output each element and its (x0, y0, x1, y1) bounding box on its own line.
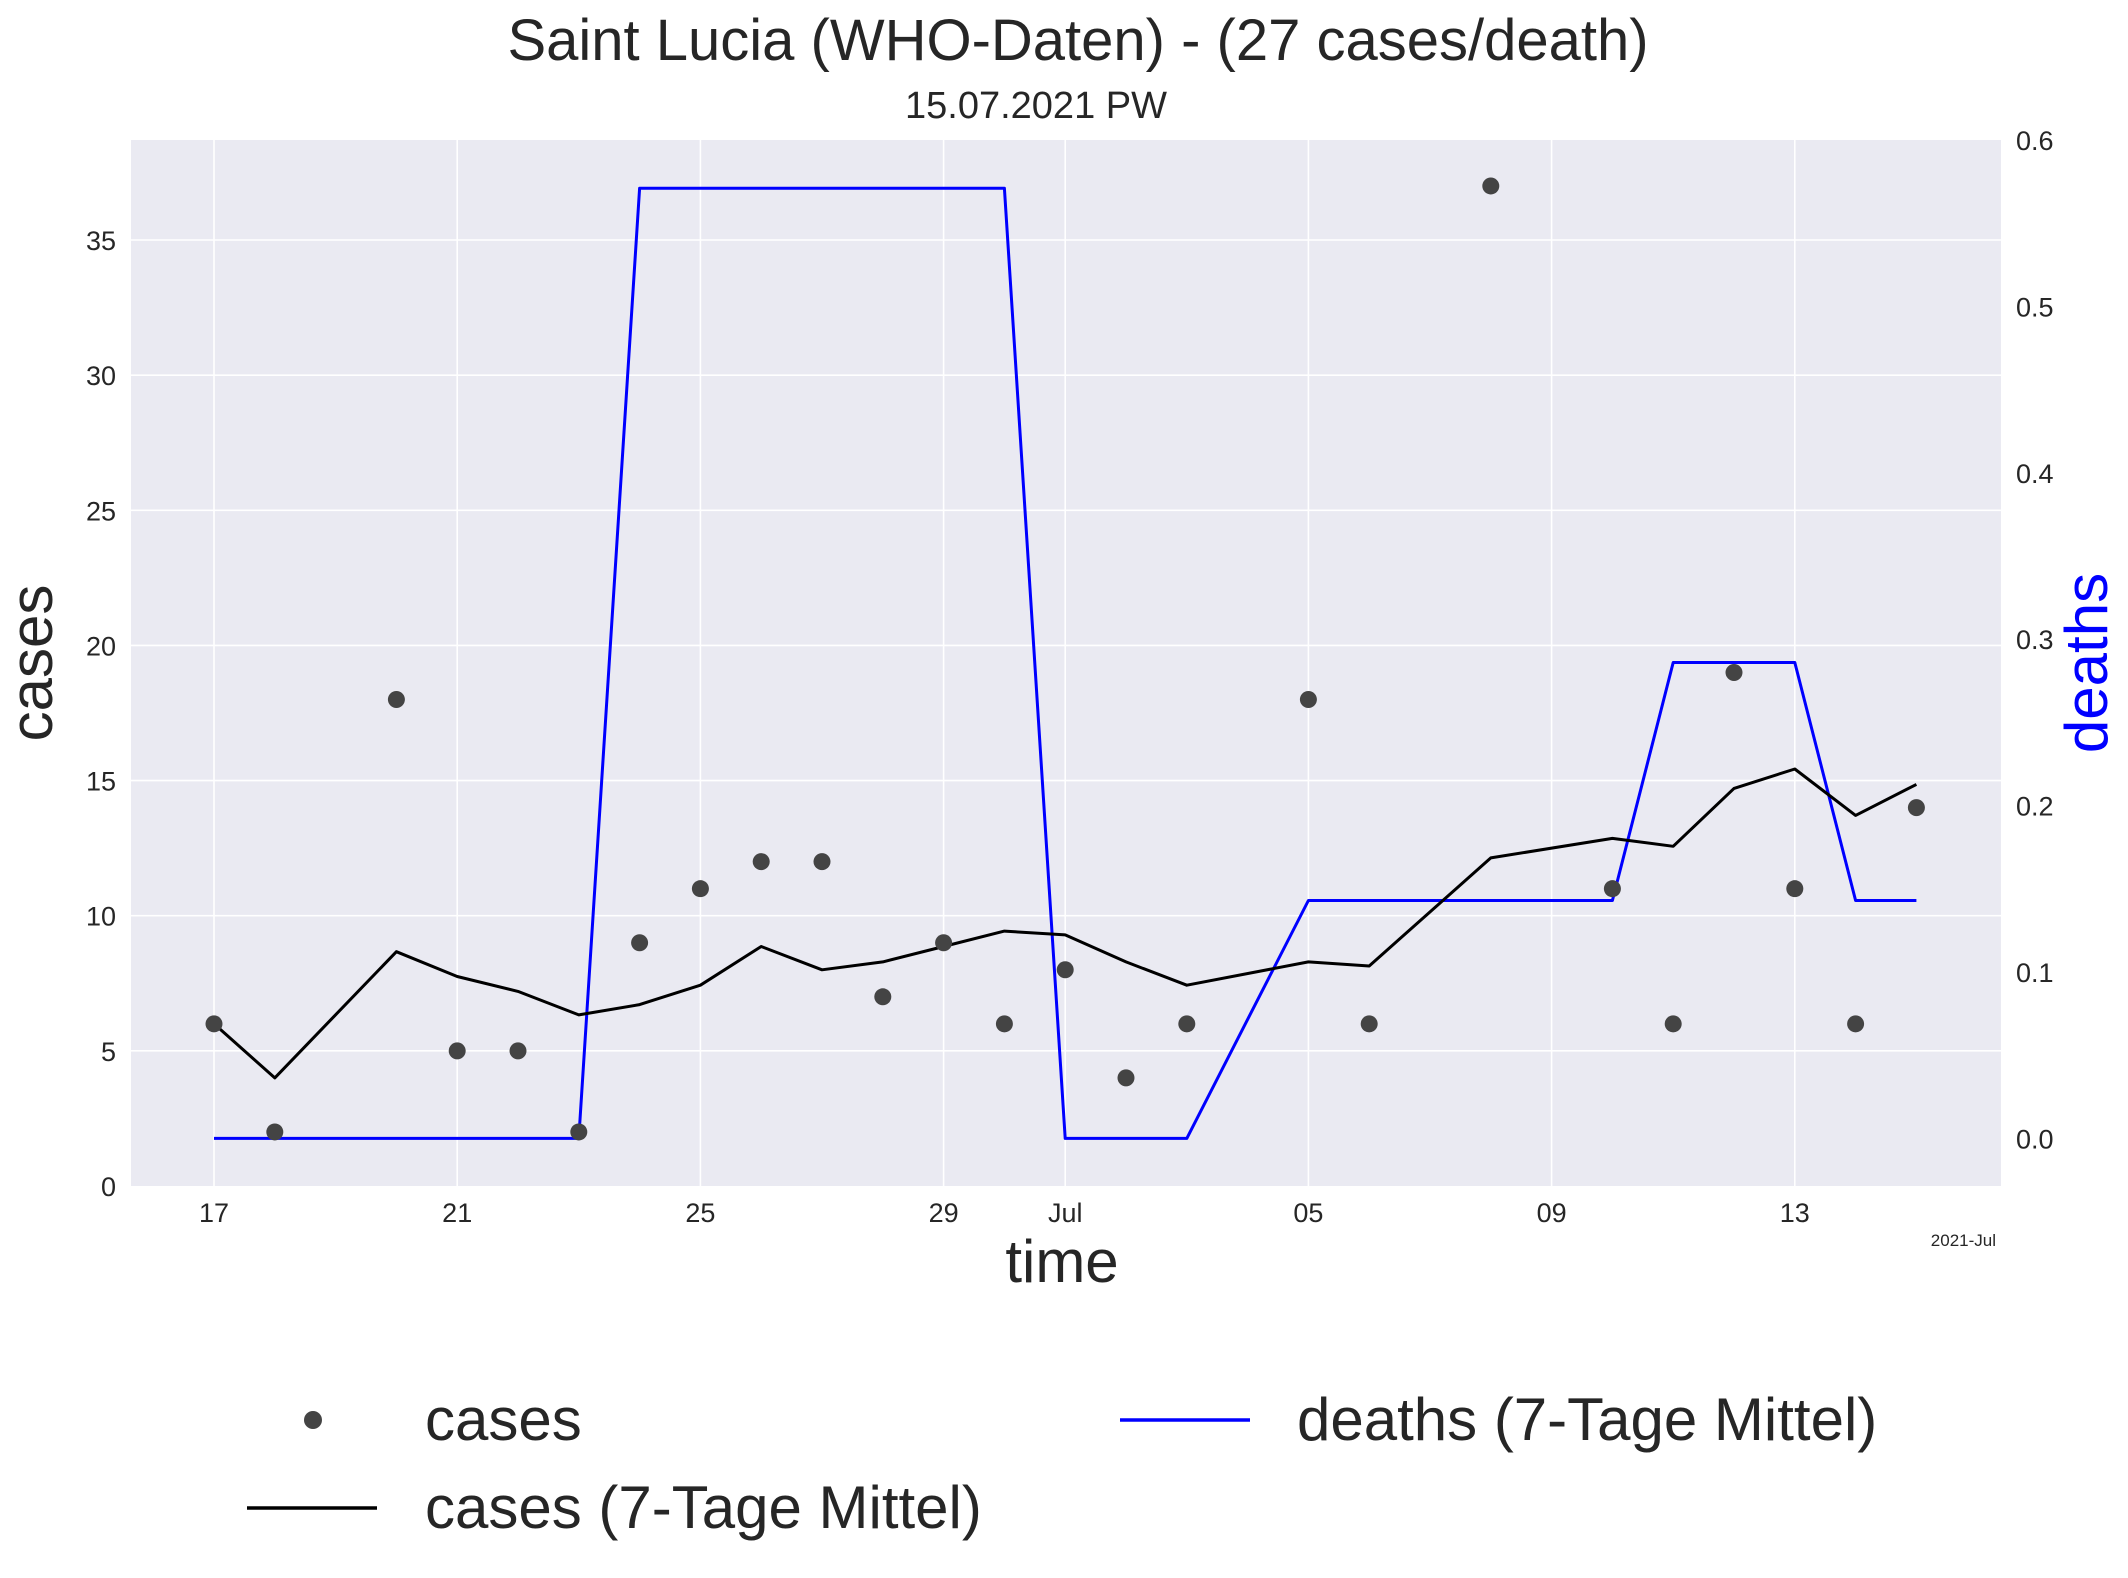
y-tick-right-label: 0.3 (2016, 625, 2054, 655)
data-point (1360, 1015, 1378, 1033)
data-point (1725, 663, 1743, 681)
data-point (1786, 880, 1804, 898)
data-point (1482, 177, 1500, 195)
data-point (691, 880, 709, 898)
series-line (214, 186, 1917, 1140)
chart-title: Saint Lucia (WHO-Daten) - (27 cases/deat… (507, 8, 1648, 73)
x-axis-label: time (1005, 1228, 1118, 1295)
data-point (995, 1015, 1013, 1033)
y-axis-right-label: deaths (2053, 573, 2120, 753)
data-point (1056, 961, 1074, 979)
legend-cases-avg-label: cases (7-Tage Mittel) (425, 1474, 982, 1541)
x-tick-label: Jul (1048, 1198, 1083, 1228)
y-tick-right-label: 0.4 (2016, 459, 2054, 489)
y-tick-right-label: 0.2 (2016, 792, 2054, 822)
legend-cases-label: cases (425, 1386, 582, 1453)
x-tick-label: 09 (1537, 1198, 1567, 1228)
y-tick-left-label: 15 (86, 767, 116, 797)
y-tick-right-label: 0.6 (2016, 126, 2054, 156)
x-tick-label: 29 (929, 1198, 959, 1228)
legend-cases-marker (304, 1411, 322, 1429)
x-tick-label: 21 (442, 1198, 472, 1228)
x-tick-label: 17 (199, 1198, 229, 1228)
y-axis-left-label: cases (0, 585, 65, 742)
data-point (205, 1015, 223, 1033)
data-point (1117, 1069, 1135, 1087)
data-point (266, 1123, 284, 1141)
x-axis: 17 21 25 29 Jul 05 09 13 (199, 1198, 1810, 1228)
y-tick-left-label: 25 (86, 496, 116, 526)
data-point (1847, 1015, 1865, 1033)
y-tick-right-label: 0.1 (2016, 958, 2054, 988)
data-point (631, 934, 649, 952)
data-point (1299, 690, 1317, 708)
y-tick-left-label: 35 (86, 226, 116, 256)
series-cases (205, 177, 1925, 1141)
x-tick-label: 05 (1293, 1198, 1323, 1228)
y-tick-left-label: 10 (86, 902, 116, 932)
data-point (874, 988, 892, 1006)
data-point (570, 1123, 588, 1141)
data-point (1178, 1015, 1196, 1033)
legend: cases cases (7-Tage Mittel) deaths (7-Ta… (247, 1386, 1877, 1541)
y-tick-left-label: 5 (101, 1037, 116, 1067)
y-tick-left-label: 20 (86, 631, 116, 661)
y-axis-right: 0.0 0.1 0.2 0.3 0.4 0.5 0.6 (2016, 126, 2054, 1154)
chart-subtitle: 15.07.2021 PW (905, 85, 1167, 127)
data-point (509, 1042, 527, 1060)
data-point (1664, 1015, 1682, 1033)
series-cases-avg (213, 767, 1918, 1080)
x-axis-offset-label: 2021-Jul (1931, 1231, 1996, 1250)
legend-deaths-avg-label: deaths (7-Tage Mittel) (1297, 1386, 1877, 1453)
y-tick-left-label: 30 (86, 361, 116, 391)
data-point (752, 853, 770, 871)
data-point (448, 1042, 466, 1060)
data-point (387, 690, 405, 708)
data-point (813, 853, 831, 871)
y-tick-right-label: 0.5 (2016, 292, 2054, 322)
x-tick-label: 25 (685, 1198, 715, 1228)
y-tick-right-label: 0.0 (2016, 1124, 2054, 1154)
data-point (935, 934, 953, 952)
y-tick-left-label: 0 (101, 1172, 116, 1202)
series-line (213, 767, 1918, 1080)
y-axis-left: 0 5 10 15 20 25 30 35 (86, 226, 116, 1202)
data-point (1907, 799, 1925, 817)
data-point (1603, 880, 1621, 898)
x-tick-label: 13 (1780, 1198, 1810, 1228)
series-deaths-avg (214, 186, 1917, 1140)
